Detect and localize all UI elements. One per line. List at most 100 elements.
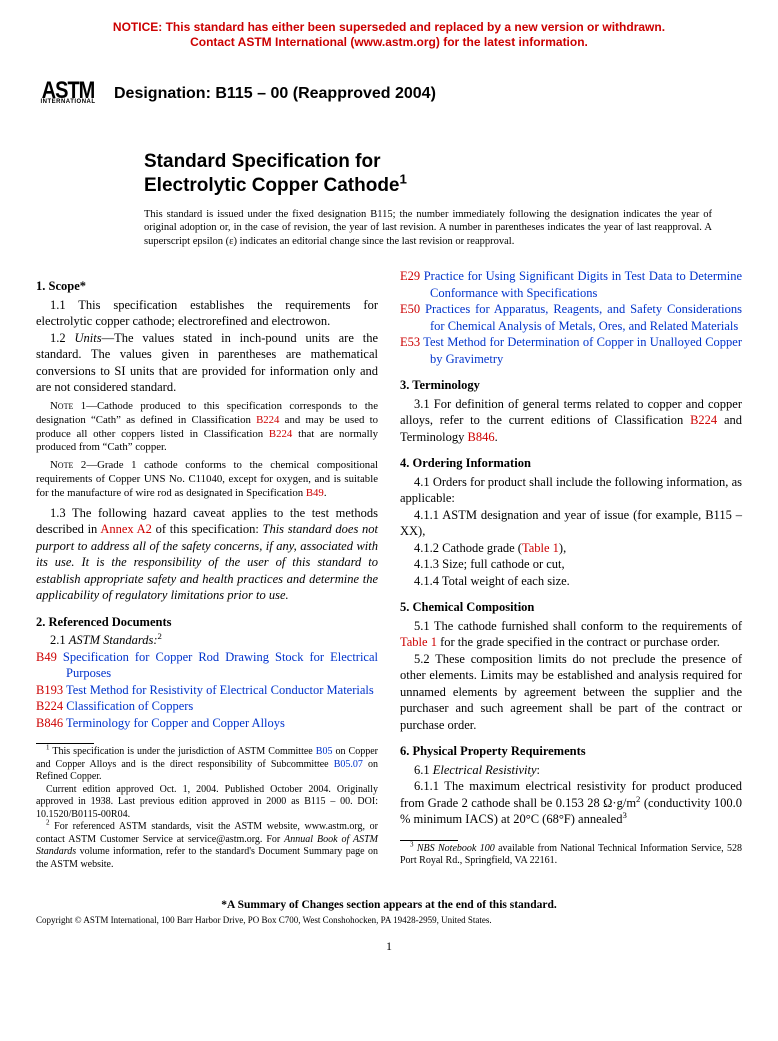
para-4-1: 4.1 Orders for product shall include the… bbox=[400, 474, 742, 507]
p31-c: . bbox=[495, 430, 498, 444]
para-4-1-2: 4.1.2 Cathode grade (Table 1), bbox=[400, 540, 742, 557]
section-2-head: 2. Referenced Documents bbox=[36, 614, 378, 631]
p51-b: for the grade specified in the contract … bbox=[437, 635, 720, 649]
ref-code[interactable]: B193 bbox=[36, 683, 66, 697]
ref-title[interactable]: Practices for Apparatus, Reagents, and S… bbox=[425, 302, 742, 333]
para-2-1-sup: 2 bbox=[158, 631, 162, 641]
ref-title[interactable]: Test Method for Determination of Copper … bbox=[423, 335, 742, 366]
link-table1-2[interactable]: Table 1 bbox=[400, 635, 437, 649]
ref-item: B193 Test Method for Resistivity of Elec… bbox=[36, 682, 378, 699]
ref-title[interactable]: Practice for Using Significant Digits in… bbox=[424, 269, 742, 300]
fn1-a: This specification is under the jurisdic… bbox=[50, 746, 316, 757]
note-1: Note 1—Cathode produced to this specific… bbox=[36, 400, 378, 455]
link-b224-3[interactable]: B224 bbox=[690, 413, 717, 427]
ref-code[interactable]: E29 bbox=[400, 269, 424, 283]
ref-code[interactable]: B846 bbox=[36, 716, 66, 730]
ref-code[interactable]: E50 bbox=[400, 302, 425, 316]
note-1-label: Note 1 bbox=[50, 400, 86, 412]
title-line2: Electrolytic Copper Cathode bbox=[144, 175, 400, 196]
para-1-2-a: 1.2 bbox=[50, 331, 74, 345]
notice-line2: Contact ASTM International (www.astm.org… bbox=[190, 35, 588, 49]
ref-item: E53 Test Method for Determination of Cop… bbox=[400, 334, 742, 367]
para-1-1: 1.1 This specification establishes the r… bbox=[36, 297, 378, 330]
para-5-2: 5.2 These composition limits do not prec… bbox=[400, 651, 742, 734]
para-6-1: 6.1 Electrical Resistivity: bbox=[400, 762, 742, 779]
fn2-b: volume information, refer to the standar… bbox=[36, 846, 378, 870]
note-2-b: . bbox=[324, 487, 327, 499]
para-2-1-ital: ASTM Standards: bbox=[69, 633, 158, 647]
section-5-head: 5. Chemical Composition bbox=[400, 599, 742, 616]
ref-title[interactable]: Specification for Copper Rod Drawing Sto… bbox=[63, 650, 378, 681]
ref-code[interactable]: B49 bbox=[36, 650, 63, 664]
ref-title[interactable]: Classification of Coppers bbox=[66, 699, 193, 713]
copyright: Copyright © ASTM International, 100 Barr… bbox=[36, 915, 742, 925]
footnote-3: 3 NBS Notebook 100 available from Nation… bbox=[400, 843, 742, 868]
para-3-1: 3.1 For definition of general terms rela… bbox=[400, 396, 742, 446]
ref-item: E50 Practices for Apparatus, Reagents, a… bbox=[400, 301, 742, 334]
logo-text-top: ASTM bbox=[42, 81, 95, 100]
para-4-1-3: 4.1.3 Size; full cathode or cut, bbox=[400, 556, 742, 573]
p51-a: 5.1 The cathode furnished shall conform … bbox=[414, 619, 742, 633]
p611-sup2: 3 bbox=[622, 810, 626, 820]
para-4-1-4: 4.1.4 Total weight of each size. bbox=[400, 573, 742, 590]
p61-a: 6.1 bbox=[414, 763, 433, 777]
title-line1: Standard Specification for bbox=[144, 151, 380, 172]
link-b846[interactable]: B846 bbox=[468, 430, 495, 444]
page-number: 1 bbox=[36, 939, 742, 954]
link-b224[interactable]: B224 bbox=[256, 414, 279, 426]
ref-item: B224 Classification of Coppers bbox=[36, 698, 378, 715]
link-annex-a2[interactable]: Annex A2 bbox=[100, 522, 152, 536]
para-1-3: 1.3 The following hazard caveat applies … bbox=[36, 505, 378, 604]
para-1-2-units: Units bbox=[74, 331, 101, 345]
ref-item: B49 Specification for Copper Rod Drawing… bbox=[36, 649, 378, 682]
note-2-label: Note 2 bbox=[50, 459, 86, 471]
link-table1[interactable]: Table 1 bbox=[522, 541, 559, 555]
para-1-2: 1.2 Units—The values stated in inch-poun… bbox=[36, 330, 378, 396]
para-2-1: 2.1 ASTM Standards:2 bbox=[36, 632, 378, 649]
footnote-1b: Current edition approved Oct. 1, 2004. P… bbox=[36, 784, 378, 822]
ref-title[interactable]: Test Method for Resistivity of Electrica… bbox=[66, 683, 374, 697]
section-6-head: 6. Physical Property Requirements bbox=[400, 743, 742, 760]
p412-b: ), bbox=[559, 541, 566, 555]
header-row: ASTM INTERNATIONAL Designation: B115 – 0… bbox=[36, 64, 742, 124]
link-b224-2[interactable]: B224 bbox=[269, 428, 292, 440]
title-footnote-sup: 1 bbox=[400, 171, 407, 186]
para-1-3-b: of this specification: bbox=[152, 522, 263, 536]
title: Standard Specification for Electrolytic … bbox=[144, 150, 742, 198]
ref-code[interactable]: E53 bbox=[400, 335, 423, 349]
ref-title[interactable]: Terminology for Copper and Copper Alloys bbox=[66, 716, 285, 730]
note-2: Note 2—Grade 1 cathode conforms to the c… bbox=[36, 459, 378, 500]
right-column: E29 Practice for Using Significant Digit… bbox=[400, 268, 742, 871]
p412-a: 4.1.2 Cathode grade ( bbox=[414, 541, 522, 555]
footnote-rule-right bbox=[400, 840, 458, 841]
title-block: Standard Specification for Electrolytic … bbox=[144, 150, 742, 198]
fn3-ital: NBS Notebook 100 bbox=[417, 843, 495, 854]
notice-line1: NOTICE: This standard has either been su… bbox=[113, 20, 665, 34]
astm-logo: ASTM INTERNATIONAL bbox=[36, 64, 100, 124]
ref-code[interactable]: B224 bbox=[36, 699, 66, 713]
right-ref-list: E29 Practice for Using Significant Digit… bbox=[400, 268, 742, 367]
left-column: 1. Scope* 1.1 This specification establi… bbox=[36, 268, 378, 871]
section-1-head: 1. Scope* bbox=[36, 278, 378, 295]
p61-b: : bbox=[537, 763, 540, 777]
section-4-head: 4. Ordering Information bbox=[400, 455, 742, 472]
issuance-note: This standard is issued under the fixed … bbox=[144, 208, 712, 249]
para-6-1-1: 6.1.1 The maximum electrical resistivity… bbox=[400, 778, 742, 828]
ref-item: E29 Practice for Using Significant Digit… bbox=[400, 268, 742, 301]
para-4-1-1: 4.1.1 ASTM designation and year of issue… bbox=[400, 507, 742, 540]
footnote-1: 1 This specification is under the jurisd… bbox=[36, 746, 378, 784]
para-5-1: 5.1 The cathode furnished shall conform … bbox=[400, 618, 742, 651]
link-b05-07[interactable]: B05.07 bbox=[334, 759, 363, 770]
para-2-1-a: 2.1 bbox=[50, 633, 69, 647]
ref-item: B846 Terminology for Copper and Copper A… bbox=[36, 715, 378, 732]
link-b05[interactable]: B05 bbox=[316, 746, 333, 757]
body-columns: 1. Scope* 1.1 This specification establi… bbox=[36, 268, 742, 871]
footnote-rule-left bbox=[36, 743, 94, 744]
p61-ital: Electrical Resistivity bbox=[433, 763, 537, 777]
summary-of-changes: *A Summary of Changes section appears at… bbox=[36, 899, 742, 911]
footnote-2: 2 For referenced ASTM standards, visit t… bbox=[36, 821, 378, 871]
note-2-a: —Grade 1 cathode conforms to the chemica… bbox=[36, 459, 378, 499]
page: NOTICE: This standard has either been su… bbox=[0, 0, 778, 974]
link-b49[interactable]: B49 bbox=[306, 487, 324, 499]
section-3-head: 3. Terminology bbox=[400, 377, 742, 394]
